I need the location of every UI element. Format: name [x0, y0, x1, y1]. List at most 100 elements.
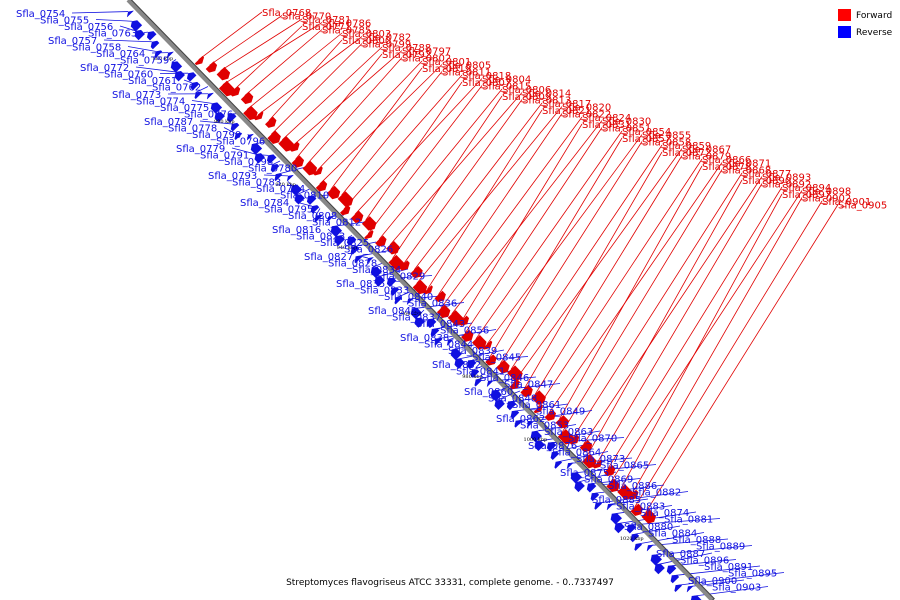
- reverse-gene-label: Sfla_0760: [104, 70, 153, 81]
- reverse-gene-label: Sfla_0874: [640, 508, 689, 519]
- reverse-gene-arrow: [414, 317, 425, 328]
- reverse-gene-label: Sfla_0834: [352, 265, 401, 276]
- forward-gene-label: Sfla_0871: [722, 159, 771, 170]
- forward-gene-label: Sfla_0818: [462, 71, 511, 82]
- reverse-connector: [223, 127, 236, 134]
- forward-gene-arrow: [399, 260, 410, 271]
- forward-gene-label: Sfla_0902: [802, 194, 851, 205]
- reverse-gene-label: Sfla_0895: [728, 569, 777, 580]
- forward-connector: [389, 92, 523, 246]
- reverse-gene-label: Sfla_0887: [656, 549, 705, 560]
- forward-connector: [634, 200, 823, 508]
- reverse-gene-arrow: [630, 533, 640, 543]
- reverse-gene-arrow: [430, 328, 440, 337]
- forward-gene-label: Sfla_0822: [562, 110, 611, 121]
- reverse-gene-arrow: [366, 257, 374, 264]
- reverse-gene-arrow: [390, 287, 400, 296]
- reverse-gene-label: Sfla_0829: [376, 272, 425, 283]
- reverse-gene-arrow: [406, 298, 414, 305]
- forward-gene-arrow: [302, 160, 318, 176]
- forward-gene-arrow: [267, 130, 281, 144]
- reverse-gene-arrow: [454, 358, 465, 369]
- reverse-gene-label: Sfla_0891: [704, 562, 753, 573]
- reverse-connector: [531, 424, 577, 433]
- forward-connector: [561, 169, 723, 434]
- forward-connector: [292, 50, 403, 146]
- forward-gene-arrow: [240, 91, 254, 105]
- forward-gene-label: Sfla_0809: [502, 92, 551, 103]
- reverse-connector: [631, 525, 681, 536]
- reverse-gene-label: Sfla_0816: [272, 225, 321, 236]
- forward-gene-arrow: [436, 304, 451, 319]
- forward-gene-arrow: [386, 240, 400, 255]
- forward-gene-label: Sfla_0805: [442, 61, 491, 72]
- reverse-gene-label: Sfla_0886: [608, 481, 657, 492]
- reverse-connector: [347, 235, 353, 238]
- gene-features: [126, 10, 702, 600]
- forward-gene-label: Sfla_0807: [462, 78, 511, 89]
- reverse-connector: [231, 147, 256, 155]
- reverse-gene-label: Sfla_0764: [96, 49, 145, 60]
- forward-connector: [440, 116, 583, 309]
- reverse-gene-label: Sfla_0772: [80, 63, 129, 74]
- forward-gene-arrow: [364, 229, 374, 240]
- forward-connector: [233, 25, 303, 91]
- tick-label: 900 kbp: [214, 119, 235, 125]
- forward-gene-label: Sfla_0800: [342, 36, 391, 47]
- forward-connector: [438, 113, 563, 295]
- reverse-gene-label: Sfla_0835: [336, 279, 385, 290]
- reverse-gene-arrow: [610, 513, 622, 525]
- forward-gene-arrow: [458, 315, 470, 326]
- forward-gene-arrow: [337, 191, 354, 207]
- forward-gene-arrow: [557, 428, 574, 445]
- forward-gene-label: Sfla_0892: [762, 180, 811, 191]
- reverse-gene-arrow: [290, 184, 303, 196]
- reverse-gene-arrow: [614, 522, 625, 534]
- forward-connector: [609, 190, 803, 483]
- reverse-gene-label: Sfla_0903: [712, 583, 761, 594]
- reverse-connector: [183, 79, 193, 84]
- forward-gene-arrow: [617, 484, 633, 500]
- tick-label: 960 kbp: [401, 311, 422, 317]
- forward-gene-arrow: [582, 453, 597, 469]
- forward-gene-label: Sfla_0905: [838, 201, 887, 212]
- forward-connector: [596, 183, 763, 464]
- reverse-connector: [199, 120, 232, 125]
- forward-gene-label: Sfla_0821: [542, 106, 591, 117]
- reverse-gene-arrow: [134, 29, 146, 41]
- forward-connector: [631, 197, 803, 494]
- forward-gene-arrow: [216, 66, 231, 81]
- forward-gene-label: Sfla_0806: [502, 85, 551, 96]
- reverse-gene-arrow: [150, 40, 160, 50]
- forward-gene-label: Sfla_0804: [482, 75, 531, 86]
- forward-connector: [451, 120, 603, 315]
- reverse-connector: [495, 390, 521, 401]
- forward-gene-arrow: [265, 116, 277, 128]
- reverse-connector: [295, 187, 313, 196]
- reverse-gene-arrow: [654, 563, 665, 575]
- reverse-gene-arrow: [690, 595, 702, 600]
- forward-gene-label: Sfla_0879: [682, 152, 731, 163]
- reverse-gene-arrow: [646, 544, 654, 552]
- reverse-gene-label: Sfla_0875: [560, 468, 609, 479]
- forward-connector: [534, 155, 683, 395]
- forward-gene-arrow: [544, 409, 557, 421]
- reverse-gene-label: Sfla_0779: [176, 144, 225, 155]
- reverse-gene-label: Sfla_0853: [520, 421, 569, 432]
- forward-gene-arrow: [326, 185, 341, 200]
- forward-gene-label: Sfla_0831: [582, 120, 631, 131]
- forward-gene-arrow: [278, 136, 294, 152]
- reverse-gene-label: Sfla_0860: [464, 387, 513, 398]
- reverse-gene-arrow: [650, 554, 662, 566]
- reverse-gene-arrow: [606, 503, 614, 511]
- reverse-gene-arrow: [510, 410, 520, 419]
- reverse-gene-label: Sfla_0762: [152, 83, 201, 94]
- forward-gene-label: Sfla_0781: [302, 15, 351, 26]
- reverse-gene-label: Sfla_0810: [280, 191, 329, 202]
- reverse-gene-label: Sfla_0833: [360, 286, 409, 297]
- forward-gene-arrow: [568, 434, 580, 445]
- reverse-gene-arrow: [146, 31, 157, 41]
- reverse-gene-arrow: [686, 585, 694, 593]
- reverse-connector: [607, 498, 649, 505]
- forward-connector: [464, 127, 603, 334]
